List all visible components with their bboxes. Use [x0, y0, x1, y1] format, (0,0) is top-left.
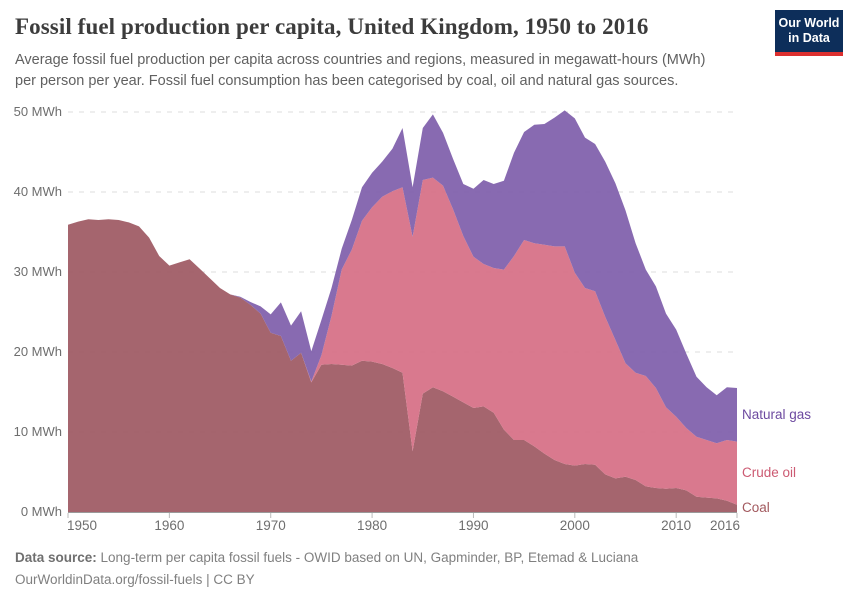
area-natural-gas: [68, 110, 737, 444]
x-tick-label-1950: 1950: [66, 518, 98, 533]
owid-logo[interactable]: Our World in Data: [775, 10, 843, 56]
chart-footer: Data source: Long-term per capita fossil…: [15, 547, 638, 591]
data-source-label: Data source:: [15, 550, 97, 565]
x-tick-label-2000: 2000: [559, 518, 590, 533]
x-tick-label-2016: 2016: [709, 518, 741, 533]
page-subtitle-line1: Average fossil fuel production per capit…: [15, 52, 706, 68]
y-tick-label-10: 10 MWh: [13, 424, 62, 439]
legend-label-coal: Coal: [742, 500, 770, 516]
x-tick-label-2010: 2010: [661, 518, 692, 533]
y-tick-label-20: 20 MWh: [13, 344, 62, 359]
page-subtitle-line2: per person per year. Fossil fuel consump…: [15, 73, 679, 89]
owid-logo-line2: in Data: [788, 31, 830, 45]
y-tick-label-40: 40 MWh: [13, 184, 62, 199]
x-tick-label-1980: 1980: [357, 518, 388, 533]
x-tick-label-1970: 1970: [255, 518, 286, 533]
footer-source-line: Data source: Long-term per capita fossil…: [15, 547, 638, 569]
footer-license-line: OurWorldinData.org/fossil-fuels | CC BY: [15, 572, 255, 587]
owid-logo-line1: Our World: [778, 16, 840, 30]
legend-label-crude-oil: Crude oil: [742, 465, 797, 481]
data-source-text: Long-term per capita fossil fuels - OWID…: [96, 550, 639, 565]
area-series: [68, 110, 737, 512]
x-tick-label-1960: 1960: [154, 518, 185, 533]
y-tick-label-50: 50 MWh: [13, 104, 62, 119]
y-tick-label-30: 30 MWh: [13, 264, 62, 279]
x-tick-label-1990: 1990: [458, 518, 489, 533]
area-crude-oil: [68, 177, 737, 505]
y-tick-label-0: 0 MWh: [20, 504, 62, 519]
area-coal: [68, 219, 737, 512]
x-axis-line-group: [67, 512, 738, 518]
page-title: Fossil fuel production per capita, Unite…: [15, 14, 649, 39]
legend-label-natural-gas: Natural gas: [742, 406, 812, 422]
